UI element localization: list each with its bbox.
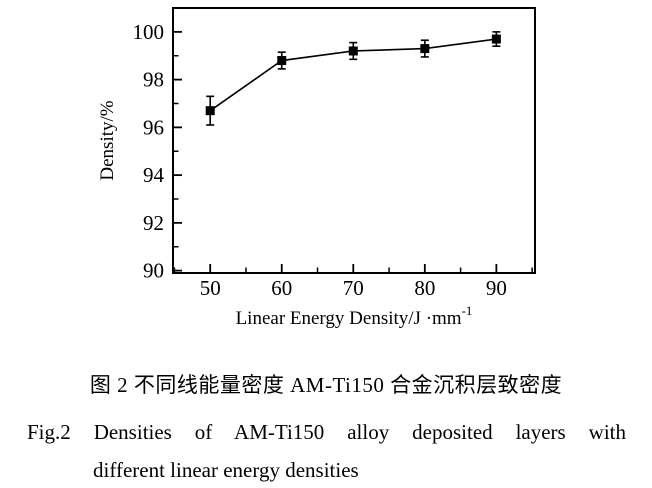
data-point-marker xyxy=(348,46,358,56)
x-tick-label: 60 xyxy=(271,276,292,300)
y-tick-label: 94 xyxy=(143,163,165,187)
caption-english-line1: Fig.2 Densities of AM-Ti150 alloy deposi… xyxy=(27,420,626,444)
plot-frame xyxy=(172,7,536,274)
data-point-marker xyxy=(205,106,215,116)
y-tick-label: 98 xyxy=(143,68,164,92)
y-axis-title: Density/% xyxy=(97,100,118,180)
caption-chinese: 图 2 不同线能量密度 AM-Ti150 合金沉积层致密度 xyxy=(89,373,563,397)
x-tick-label: 70 xyxy=(343,276,364,300)
x-axis-title: Linear Energy Density/J ·mm-1 xyxy=(236,303,473,329)
data-point-marker xyxy=(277,56,287,66)
data-point-marker xyxy=(420,44,430,54)
caption-english-line2: different linear energy densities xyxy=(93,458,359,482)
y-tick-label: 90 xyxy=(143,259,164,283)
x-tick-label: 50 xyxy=(200,276,221,300)
x-tick-label: 80 xyxy=(414,276,435,300)
x-tick-label: 90 xyxy=(486,276,507,300)
y-tick-label: 100 xyxy=(133,20,165,44)
y-tick-label: 92 xyxy=(143,211,164,235)
y-tick-label: 96 xyxy=(143,115,164,139)
data-point-marker xyxy=(491,34,501,44)
density-chart: 50 60 70 80 90 90 92 94 96 98 100 Linear Energy Den… xyxy=(97,7,536,329)
